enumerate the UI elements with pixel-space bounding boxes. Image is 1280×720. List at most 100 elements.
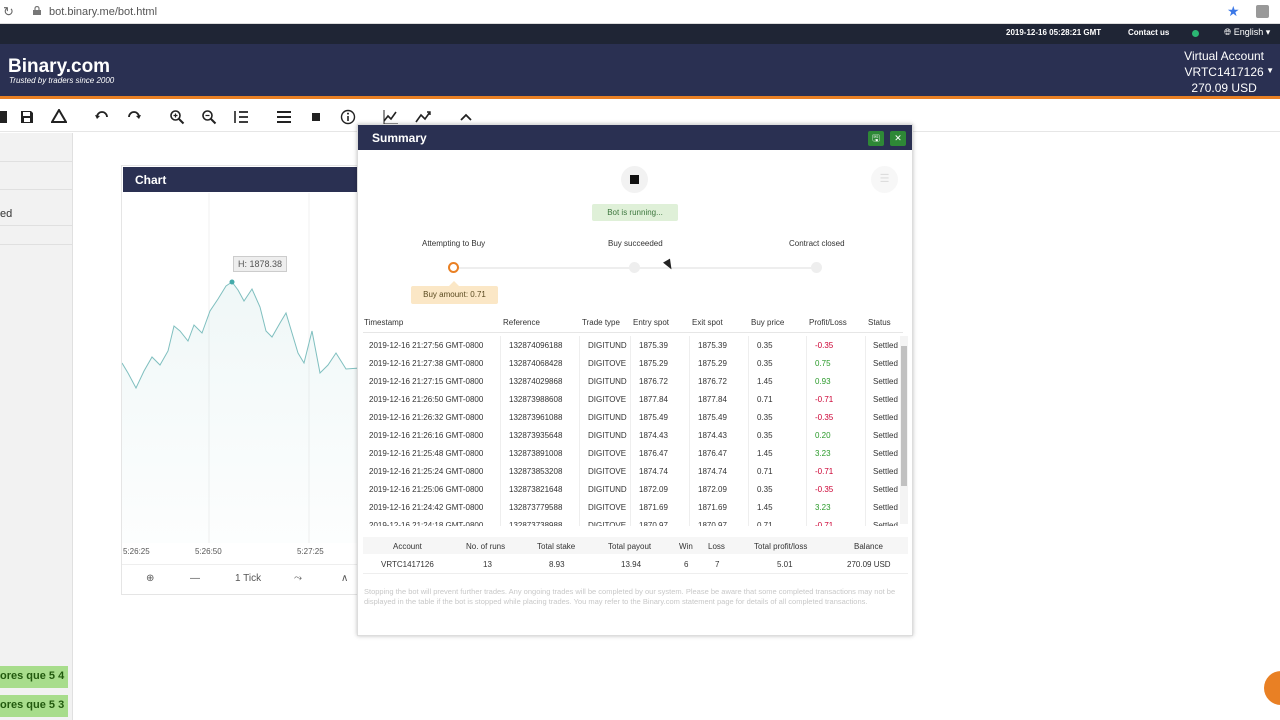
table-row[interactable]: 2019-12-16 21:26:16 GMT-0800 132873935648… xyxy=(363,426,898,444)
table-row[interactable]: 2019-12-16 21:25:24 GMT-0800 132873853208… xyxy=(363,462,898,480)
cell-divider xyxy=(630,498,631,516)
bookmark-star-icon[interactable]: ★ xyxy=(1227,3,1240,19)
reload-icon[interactable]: ↻ xyxy=(3,4,14,19)
cell-divider xyxy=(748,444,749,462)
open-icon[interactable] xyxy=(0,108,10,126)
help-chat-button[interactable] xyxy=(1264,671,1280,705)
x-tick-label: 5:26:25 xyxy=(123,547,150,556)
info-icon[interactable] xyxy=(339,108,357,126)
cell-ts: 2019-12-16 21:27:56 GMT-0800 xyxy=(369,341,484,350)
totals-column-header: Total stake xyxy=(537,542,576,551)
table-row[interactable]: 2019-12-16 21:25:48 GMT-0800 132873891008… xyxy=(363,444,898,462)
redo-icon[interactable] xyxy=(125,108,143,126)
cell-ref: 132874068428 xyxy=(509,359,563,368)
cell-status: Settled xyxy=(873,413,898,422)
cell-divider xyxy=(579,480,580,498)
cell-entry: 1876.47 xyxy=(639,449,668,458)
cell-status: Settled xyxy=(873,449,898,458)
drive-icon[interactable] xyxy=(50,108,68,126)
undo-icon[interactable] xyxy=(93,108,111,126)
cell-divider xyxy=(806,462,807,480)
table-row[interactable]: 2019-12-16 21:26:50 GMT-0800 132873988608… xyxy=(363,390,898,408)
horizontal-line-icon[interactable]: — xyxy=(190,573,200,584)
chart-type-icon[interactable]: ⤳ xyxy=(294,573,302,584)
cell-ref: 132873821648 xyxy=(509,485,563,494)
chevron-down-icon[interactable]: ▼ xyxy=(1266,66,1274,75)
cell-entry: 1872.09 xyxy=(639,485,668,494)
cell-divider xyxy=(500,336,501,354)
column-header: Buy price xyxy=(751,318,785,327)
tick-chart[interactable] xyxy=(122,193,360,543)
zoom-in-icon[interactable] xyxy=(168,108,186,126)
cell-divider xyxy=(579,444,580,462)
cell-divider xyxy=(579,408,580,426)
cell-status: Settled xyxy=(873,341,898,350)
cell-divider xyxy=(689,444,690,462)
account-switcher[interactable]: Virtual Account VRTC1417126 270.09 USD xyxy=(1184,48,1264,96)
cell-buy: 1.45 xyxy=(757,503,773,512)
stop-icon[interactable] xyxy=(307,108,325,126)
cell-divider xyxy=(500,354,501,372)
totals-column-header: Loss xyxy=(708,542,725,551)
interval-selector[interactable]: 1 Tick xyxy=(235,573,262,584)
collapse-icon[interactable] xyxy=(457,108,475,126)
buy-amount-tooltip: Buy amount: 0.71 xyxy=(411,281,498,304)
cell-exit: 1874.43 xyxy=(698,431,727,440)
table-row[interactable]: 2019-12-16 21:27:15 GMT-0800 132874029868… xyxy=(363,372,898,390)
cell-divider xyxy=(579,498,580,516)
crosshair-icon[interactable]: ⊕ xyxy=(146,573,155,584)
zoom-out-icon[interactable] xyxy=(200,108,218,126)
table-row[interactable]: 2019-12-16 21:25:06 GMT-0800 132873821648… xyxy=(363,480,898,498)
cell-type: DIGITOVE xyxy=(588,359,627,368)
stop-bot-disclaimer: Stopping the bot will prevent further tr… xyxy=(364,587,896,606)
total-payout: 13.94 xyxy=(621,560,642,569)
cell-divider xyxy=(500,372,501,390)
cell-pl: 3.23 xyxy=(815,503,831,512)
clear-stats-button[interactable]: ☰ xyxy=(871,166,898,193)
list-icon[interactable] xyxy=(275,108,293,126)
cell-status: Settled xyxy=(873,467,898,476)
contact-us-link[interactable]: Contact us xyxy=(1128,28,1170,37)
cell-type: DIGITUND xyxy=(588,341,627,350)
cell-divider xyxy=(865,408,866,426)
table-row[interactable]: 2019-12-16 21:24:42 GMT-0800 132873779588… xyxy=(363,498,898,516)
table-row[interactable]: 2019-12-16 21:27:56 GMT-0800 132874096188… xyxy=(363,336,898,354)
logic-block[interactable]: ores que 5 3 xyxy=(0,695,68,717)
extension-icon[interactable] xyxy=(1256,5,1269,18)
drawing-tools-icon[interactable]: ∧ xyxy=(341,573,349,584)
cell-divider xyxy=(865,444,866,462)
cell-ref: 132873891008 xyxy=(509,449,563,458)
cell-divider xyxy=(579,354,580,372)
save-icon[interactable] xyxy=(18,108,36,126)
table-row[interactable]: 2019-12-16 21:27:38 GMT-0800 132874068428… xyxy=(363,354,898,372)
save-summary-button[interactable]: 🖫︎ xyxy=(868,131,884,146)
cell-divider xyxy=(748,408,749,426)
sidebar-divider xyxy=(0,161,72,162)
cell-exit: 1875.49 xyxy=(698,413,727,422)
table-scrollbar[interactable] xyxy=(900,336,908,524)
table-row[interactable]: 2019-12-16 21:24:18 GMT-0800 132873738988… xyxy=(363,516,898,526)
trading-view-icon[interactable] xyxy=(414,108,432,126)
cell-divider xyxy=(865,372,866,390)
language-label: English xyxy=(1233,27,1264,37)
column-header: Profit/Loss xyxy=(809,318,847,327)
rearrange-icon[interactable] xyxy=(232,108,250,126)
sidebar-item-label[interactable]: ed xyxy=(0,208,13,220)
chart-title[interactable]: Chart xyxy=(123,167,359,192)
cell-divider xyxy=(806,372,807,390)
cell-entry: 1876.72 xyxy=(639,377,668,386)
close-icon[interactable]: ✕ xyxy=(890,131,906,146)
logic-block[interactable]: ores que 5 4 xyxy=(0,666,68,688)
language-selector[interactable]: 🌐︎ English ▾ xyxy=(1224,27,1271,37)
url-text[interactable]: bot.binary.me/bot.html xyxy=(49,6,158,18)
binary-logo[interactable]: Binary.com xyxy=(8,56,111,77)
price-area xyxy=(122,282,360,543)
cell-divider xyxy=(689,498,690,516)
step-label: Attempting to Buy xyxy=(422,239,486,248)
table-row[interactable]: 2019-12-16 21:26:32 GMT-0800 132873961088… xyxy=(363,408,898,426)
scrollbar-thumb[interactable] xyxy=(901,346,907,486)
summary-title[interactable]: Summary xyxy=(358,125,912,150)
cell-entry: 1870.97 xyxy=(639,521,668,526)
cell-divider xyxy=(806,426,807,444)
stop-bot-button[interactable] xyxy=(621,166,648,193)
